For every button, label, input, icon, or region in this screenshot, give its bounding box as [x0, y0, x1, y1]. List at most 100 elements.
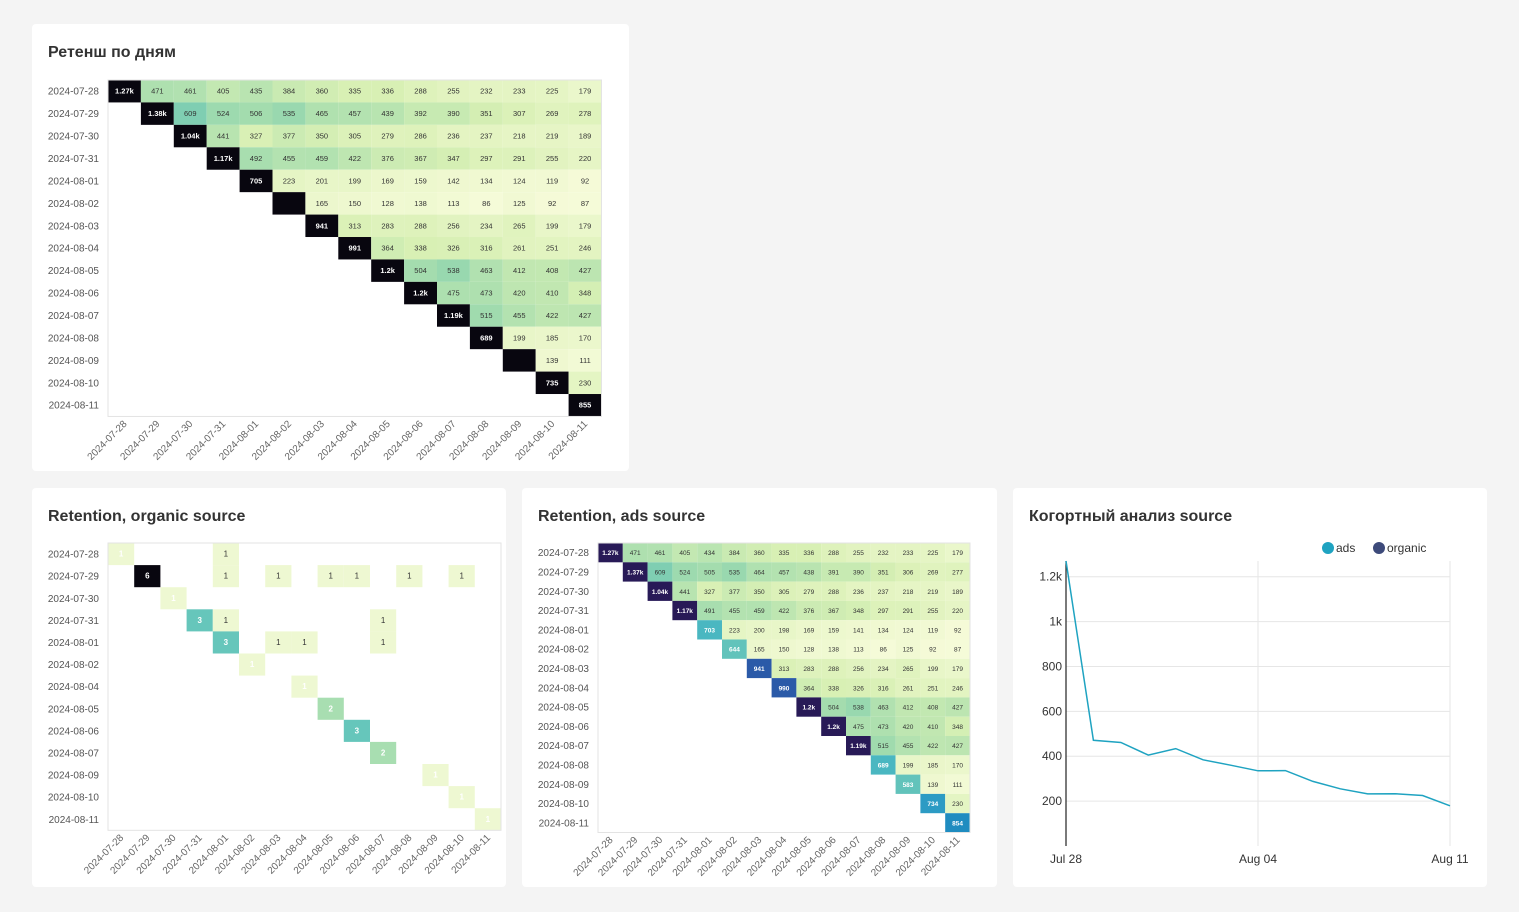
heatmap-cell: [945, 755, 970, 775]
heatmap-cell: [697, 581, 722, 601]
heatmap-cell: [272, 169, 306, 193]
cell-value: 408: [927, 705, 938, 712]
row-label: 2024-08-11: [49, 815, 100, 826]
heatmap-cell: [422, 764, 449, 787]
heatmap-cell: [317, 565, 344, 588]
heatmap-cell: [846, 562, 871, 582]
cell-value: 326: [853, 685, 864, 692]
cell-value: 338: [414, 244, 427, 253]
heatmap-cell: [568, 371, 602, 395]
row-label: 2024-08-03: [538, 664, 590, 675]
cell-value: 855: [579, 401, 592, 410]
heatmap-cell: [945, 620, 970, 640]
cell-value: 1: [328, 572, 333, 581]
cell-value: 200: [754, 627, 765, 634]
heatmap-cell: [108, 80, 141, 103]
cell-value: 689: [878, 762, 889, 769]
heatmap-cell: [568, 147, 602, 170]
cell-value: 609: [184, 109, 197, 118]
cell-value: 367: [828, 608, 839, 615]
cell-value: 265: [513, 221, 526, 230]
cell-value: 327: [704, 589, 715, 596]
heatmap-cell: [870, 543, 896, 563]
heatmap-cell: [474, 808, 501, 831]
cell-value: 185: [546, 333, 559, 342]
cell-value: 1: [302, 638, 307, 647]
heatmap-cell: [920, 581, 946, 601]
heatmap-cell: [343, 565, 370, 588]
heatmap-cell: [448, 786, 475, 809]
heatmap-cell: [647, 581, 673, 601]
heatmap-cell: [920, 678, 946, 698]
heatmap-cell: [338, 80, 372, 103]
cell-value: 223: [729, 627, 740, 634]
heatmap-cell: [404, 259, 437, 282]
heatmap-cell: [305, 147, 339, 170]
cell-value: 405: [679, 550, 690, 557]
heatmap-retention-ads: 1.27k 471 461 405 434 384 360 335 336 288 255 232 23…: [538, 542, 971, 879]
heatmap-cell: [895, 639, 921, 659]
cell-value: 185: [927, 762, 938, 769]
cell-value: 220: [579, 154, 592, 163]
heatmap-cell: [945, 639, 970, 659]
cell-value: 376: [803, 608, 814, 615]
cell-value: 384: [729, 550, 740, 557]
cell-value: 2: [381, 748, 386, 757]
cell-value: 1: [276, 572, 281, 581]
heatmap-cell: [535, 102, 569, 125]
heatmap-cell: [404, 281, 437, 305]
heatmap-cell: [945, 543, 970, 563]
heatmap-cell: [568, 326, 602, 350]
heatmap-cell: [771, 678, 797, 698]
heatmap-cell: [895, 678, 921, 698]
heatmap-cell: [370, 741, 397, 764]
heatmap-cell: [469, 169, 503, 193]
heatmap-cell: [338, 169, 372, 193]
heatmap-cell: [317, 697, 344, 720]
heatmap-cell: [186, 609, 213, 632]
cell-value: 159: [414, 176, 427, 185]
cell-value: 111: [953, 782, 963, 789]
cell-value: 230: [952, 801, 963, 808]
cell-value: 142: [447, 176, 460, 185]
heatmap-cell: [371, 147, 405, 170]
heatmap-cell: [272, 124, 306, 148]
heatmap-cell: [945, 678, 970, 698]
cell-value: 111: [579, 356, 590, 365]
row-label: 2024-08-11: [539, 818, 590, 829]
cell-value: 439: [381, 109, 394, 118]
cell-value: 150: [779, 647, 790, 654]
cell-value: 1: [224, 616, 229, 625]
cell-value: 305: [348, 132, 361, 141]
heatmap-cell: [870, 716, 896, 736]
cell-value: 941: [754, 666, 765, 673]
cell-value: 515: [480, 311, 493, 320]
heatmap-cell: [771, 600, 797, 621]
y-tick-label: 1.2k: [1039, 570, 1063, 584]
cell-value: 338: [828, 685, 839, 692]
cell-value: 230: [579, 378, 592, 387]
heatmap-cell: [535, 147, 569, 170]
cell-value: 237: [480, 132, 493, 141]
cell-value: 251: [546, 244, 559, 253]
heatmap-cell: [469, 102, 503, 125]
row-label: 2024-08-07: [538, 741, 590, 752]
row-label: 2024-07-30: [48, 132, 100, 143]
row-label: 2024-08-04: [48, 682, 100, 693]
cell-value: 422: [927, 743, 938, 750]
cell-value: 1: [486, 815, 491, 824]
cell-value: 179: [579, 87, 592, 96]
row-label: 2024-08-07: [48, 748, 100, 759]
cell-value: 455: [513, 311, 526, 320]
row-label: 2024-07-29: [48, 572, 100, 583]
heatmap-cell: [502, 304, 536, 327]
heatmap-cell: [568, 169, 602, 193]
chart-title: Ретенш по дням: [48, 44, 177, 61]
cell-value: 1: [119, 550, 124, 559]
cell-value: 427: [579, 266, 592, 275]
cell-value: 199: [927, 666, 938, 673]
row-label: 2024-08-09: [48, 356, 100, 367]
cell-value: 335: [779, 550, 790, 557]
heatmap-cell: [920, 736, 946, 756]
